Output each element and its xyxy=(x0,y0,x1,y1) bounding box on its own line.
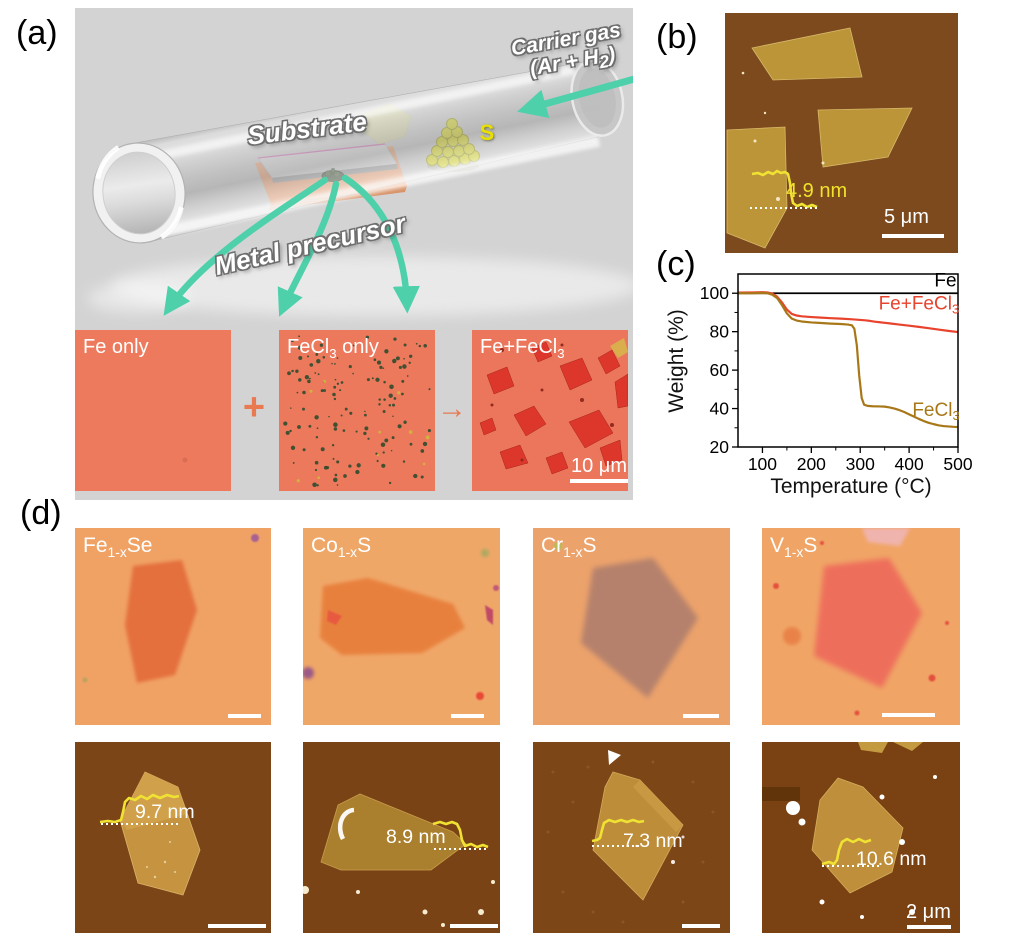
scale-bar-label-5um: 5 μm xyxy=(884,206,929,228)
height-profile-cos xyxy=(432,820,489,849)
carrier-gas-arrow xyxy=(517,75,633,119)
afm-image-crs xyxy=(533,742,730,933)
optical-image-crs xyxy=(533,528,730,725)
scale-bar-afm-1 xyxy=(208,924,266,928)
panel-d-letter: (d) xyxy=(20,494,62,532)
svg-text:300: 300 xyxy=(846,454,875,474)
panel-c-letter: (c) xyxy=(656,245,696,283)
chart-y-axis-label: Weight (%) xyxy=(665,309,688,413)
thickness-label-cos: 8.9 nm xyxy=(386,826,446,848)
svg-text:200: 200 xyxy=(797,454,826,474)
tga-chart: 100 200 300 400 500 20 40 60 80 100 Fe Fe+FeCl3 FeCl… xyxy=(700,270,973,474)
optical-image-vs xyxy=(762,528,960,725)
small-nuclei-dots xyxy=(490,343,614,462)
fe-only-label: Fe only xyxy=(83,336,149,358)
crs-flake xyxy=(581,558,698,698)
scale-bar-optical-4 xyxy=(882,713,935,717)
thickness-label-b: 4.9 nm xyxy=(786,180,848,202)
optical-image-fese xyxy=(75,528,271,725)
sulfur-label: S xyxy=(479,120,495,145)
afm-image-cos xyxy=(303,742,500,933)
scale-bar-optical-3 xyxy=(683,714,719,718)
svg-text:500: 500 xyxy=(943,454,972,474)
scale-bar-label-2um: 2 μm xyxy=(906,901,951,923)
svg-text:400: 400 xyxy=(895,454,924,474)
defect-particle xyxy=(610,338,628,358)
svg-text:100: 100 xyxy=(748,454,777,474)
flow-arrow-middle xyxy=(277,180,340,317)
afm-flake-cos xyxy=(320,793,467,871)
fese-flake xyxy=(125,560,197,683)
tube-front-ring xyxy=(92,142,186,244)
scale-bar-optical-2 xyxy=(451,714,484,718)
optical-image-fe-fecl3 xyxy=(472,330,628,491)
afm-dots-b xyxy=(741,71,825,201)
fe-fecl3-label: Fe+FeCl3 xyxy=(480,336,565,361)
scale-bar-afm-2 xyxy=(450,924,498,928)
cos-flake xyxy=(320,578,465,655)
afm-image-vs xyxy=(762,742,960,933)
material-label-vs: V1-xS xyxy=(770,534,818,561)
svg-text:Fe: Fe xyxy=(934,270,956,291)
svg-text:100: 100 xyxy=(700,283,729,303)
height-profile-fese xyxy=(99,793,180,824)
thickness-label-fese: 9.7 nm xyxy=(135,801,195,823)
optical-image-cos xyxy=(303,528,500,725)
plus-sign: + xyxy=(242,386,266,429)
scale-bar-5um xyxy=(882,234,944,238)
svg-text:Fe+FeCl3: Fe+FeCl3 xyxy=(879,294,960,317)
material-label-crs: Cr1-xS xyxy=(541,534,597,561)
fecl3-only-label: FeCl3 only xyxy=(287,336,379,361)
scale-bar-afm-3 xyxy=(682,924,720,928)
scale-bar-optical-1 xyxy=(228,714,261,718)
scale-bar-afm-4 xyxy=(907,925,951,929)
afm-flakes-b xyxy=(726,27,913,249)
svg-text:20: 20 xyxy=(710,437,730,457)
svg-text:40: 40 xyxy=(710,399,730,419)
tube-reflection xyxy=(110,256,633,316)
optical-image-fecl3-only xyxy=(279,330,435,491)
afm-image-fese xyxy=(75,742,271,933)
glass-tube xyxy=(128,59,625,243)
flow-arrow-right xyxy=(341,174,420,314)
svg-text:60: 60 xyxy=(710,360,730,380)
panel-a-letter: (a) xyxy=(16,14,58,52)
material-label-fese: Fe1-xSe xyxy=(83,534,153,561)
thickness-label-vs: 10.6 nm xyxy=(856,848,927,870)
crystal-flakes xyxy=(479,341,628,475)
debris-particle xyxy=(608,750,621,765)
flow-arrow-left xyxy=(163,176,329,316)
vs-flake xyxy=(814,558,922,688)
highlight-crescent xyxy=(337,807,355,841)
panel-b-letter: (b) xyxy=(656,18,698,56)
chart-x-axis-label: Temperature (°C) xyxy=(770,475,932,498)
scale-bar-label-10um: 10 μm xyxy=(571,455,627,477)
nucleation-speckles xyxy=(283,335,431,488)
material-label-cos: Co1-xS xyxy=(311,534,372,561)
height-profile-vs xyxy=(821,837,872,866)
thickness-label-crs: 7.3 nm xyxy=(623,830,683,852)
svg-text:FeCl3: FeCl3 xyxy=(912,400,959,423)
svg-text:80: 80 xyxy=(710,322,730,342)
arrow-sign: → xyxy=(437,392,467,425)
optical-image-fe-only xyxy=(75,330,231,491)
afm-image-b xyxy=(725,13,958,253)
tube-furnace-schematic xyxy=(87,59,633,317)
height-profile-crs xyxy=(591,818,645,843)
scale-bar-10um xyxy=(570,479,628,483)
height-profile-b xyxy=(751,169,818,209)
